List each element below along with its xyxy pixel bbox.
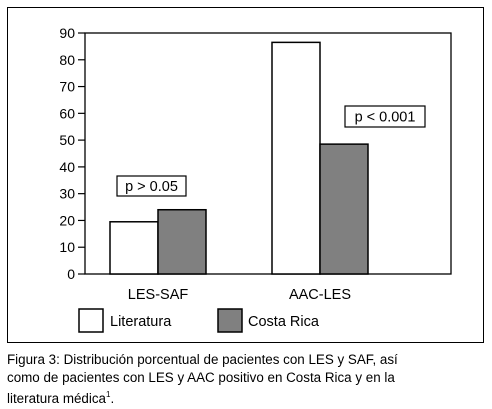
y-tick-label-20: 20 xyxy=(59,212,75,228)
caption-line-3: literatura médica1. xyxy=(7,386,487,408)
x-tick-label-aac-les: AAC-LES xyxy=(289,287,351,303)
x-tick-label-les-saf: LES-SAF xyxy=(128,287,189,303)
annotation-box-1 xyxy=(116,175,187,197)
y-tick-label-50: 50 xyxy=(59,132,75,148)
y-tick-label-60: 60 xyxy=(59,105,75,121)
y-tick-label-70: 70 xyxy=(59,79,75,95)
annotation-text-2: p < 0.001 xyxy=(355,110,416,126)
annotation-box-2 xyxy=(344,105,426,128)
bar-chart: 0 10 20 30 40 50 60 70 80 90 LES-SAF AAC-LES p > 0.0… xyxy=(59,25,452,333)
legend-swatch-costa-rica xyxy=(217,308,243,333)
bar-costa-rica-les-saf xyxy=(157,208,207,275)
y-tick-label-40: 40 xyxy=(59,159,75,175)
caption-line-3-text: literatura médica xyxy=(7,391,106,406)
bar-costa-rica-aac-les xyxy=(319,143,369,275)
chart-frame xyxy=(7,7,484,343)
annotation-text-1: p > 0.05 xyxy=(125,179,178,195)
legend-swatch-literatura xyxy=(78,308,104,333)
y-tick-label-30: 30 xyxy=(59,186,75,202)
bar-literatura-aac-les xyxy=(271,41,321,275)
y-tick-label-90: 90 xyxy=(59,25,75,41)
y-tick-label-80: 80 xyxy=(59,52,75,68)
bar-literatura-les-saf xyxy=(109,221,159,275)
caption-line-1: Figura 3: Distribución porcentual de pac… xyxy=(7,352,398,367)
legend-label-literatura: Literatura xyxy=(110,314,172,330)
y-tick-label-0: 0 xyxy=(67,266,75,282)
caption-line-2: como de pacientes con LES y AAC positivo… xyxy=(7,369,395,385)
y-tick-label-10: 10 xyxy=(59,239,75,255)
caption-end: . xyxy=(110,391,115,406)
legend-label-costa-rica: Costa Rica xyxy=(248,314,320,330)
figure-caption: Figura 3: Distribución porcentual de pac… xyxy=(7,351,487,408)
plot-area-frame xyxy=(84,32,452,275)
caption-reference: 1 xyxy=(106,390,111,399)
